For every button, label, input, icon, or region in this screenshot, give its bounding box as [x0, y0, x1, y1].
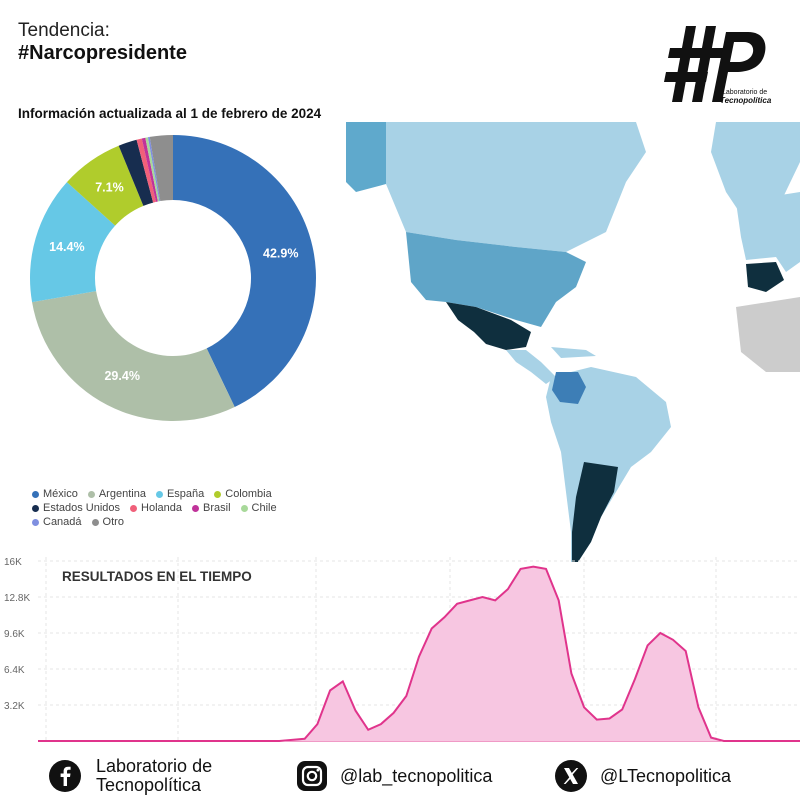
map-mexico: [446, 302, 531, 350]
donut-slice-argentina: [32, 291, 235, 421]
map-europe: [736, 192, 800, 272]
area-fill: [38, 566, 800, 741]
donut-legend: México Argentina España Colombia Estados Uni…: [32, 488, 332, 530]
world-map: [346, 122, 800, 562]
donut-chart: 42.9% 29.4% 14.4% 7.1%: [30, 135, 317, 421]
y-tick-label: 6.4K: [4, 665, 25, 676]
legend-swatch: [32, 490, 39, 498]
map-argentina: [572, 462, 618, 562]
instagram-link[interactable]: @lab_tecnopolitica: [296, 752, 492, 800]
donut-slice-canadá: [147, 136, 161, 202]
chart-title: RESULTADOS EN EL TIEMPO: [62, 569, 252, 584]
legend-item[interactable]: Chile: [240, 502, 277, 514]
donut-label: 42.9%: [263, 247, 298, 261]
legend-label: Otro: [102, 516, 124, 528]
legend-label: España: [166, 488, 205, 500]
legend-label: Colombia: [225, 488, 272, 500]
legend-swatch: [240, 504, 248, 512]
donut-slice-chile: [145, 137, 160, 202]
legend-label: México: [43, 488, 78, 500]
donut-slice-otro: [149, 135, 173, 202]
info-date: Información actualizada al 1 de febrero …: [18, 106, 322, 121]
instagram-handle: @lab_tecnopolitica: [340, 765, 493, 786]
facebook-icon: [49, 760, 81, 792]
legend-item[interactable]: Otro: [91, 516, 124, 528]
hashtag-title: #Narcopresidente: [18, 42, 187, 64]
donut-label: 14.4%: [49, 240, 84, 254]
map-africa: [736, 297, 800, 372]
legend-item[interactable]: Holanda: [130, 502, 182, 514]
map-caribbean: [551, 347, 596, 358]
legend-item[interactable]: Estados Unidos: [32, 502, 120, 514]
donut-slice-brasil: [141, 137, 158, 202]
y-tick-label: 16K: [4, 557, 22, 568]
x-handle: @LTecnopolitica: [600, 765, 732, 786]
legend-label: Estados Unidos: [43, 502, 121, 514]
map-usa: [406, 232, 586, 327]
legend-label: Brasil: [203, 502, 231, 514]
legend-swatch: [214, 490, 222, 498]
legend-item[interactable]: Brasil: [192, 502, 231, 514]
time-area-chart: 3.2K 6.4K 9.6K 12.8K 16K RESULTADOS EN EL TI…: [4, 557, 800, 742]
donut-slice-méxico: [173, 135, 317, 408]
legend-swatch: [130, 504, 138, 512]
legend-row: Canadá Otro: [32, 516, 332, 528]
facebook-label-line2: Tecnopolítica: [96, 775, 202, 795]
legend-row: Estados Unidos Holanda Brasil Chile: [32, 502, 332, 514]
legend-item[interactable]: Colombia: [214, 488, 272, 500]
area-line: [38, 565, 800, 742]
lab-logo: Laboratorio de Tecnopolítica: [664, 18, 774, 108]
map-spain: [746, 262, 784, 292]
map-canada: [386, 122, 646, 252]
donut-slice-estados-unidos: [118, 139, 154, 206]
y-tick-label: 3.2K: [4, 701, 25, 712]
legend-item[interactable]: Canadá: [32, 516, 82, 528]
legend-swatch: [192, 504, 200, 512]
y-tick-label: 9.6K: [4, 629, 25, 640]
logo-line2: Tecnopolítica: [720, 96, 772, 105]
donut-slice-españa: [30, 182, 116, 303]
legend-label: Canadá: [43, 516, 82, 528]
legend-swatch: [91, 518, 99, 526]
map-central-america: [506, 350, 556, 384]
x-link[interactable]: @LTecnopolitica: [554, 752, 731, 800]
logo-line1: Laboratorio de: [722, 89, 767, 96]
donut-label: 7.1%: [95, 181, 124, 195]
legend-label: Argentina: [98, 488, 146, 500]
donut-slice-colombia: [66, 145, 144, 226]
legend-label: Chile: [251, 502, 277, 514]
map-alaska: [346, 122, 386, 192]
y-tick-label: 12.8K: [4, 593, 30, 604]
facebook-link[interactable]: Laboratorio de Tecnopolítica: [48, 752, 212, 800]
legend-swatch: [155, 490, 163, 498]
trend-label: Tendencia:: [18, 20, 110, 41]
hashtag-lp-logo-icon: Laboratorio de Tecnopolítica: [664, 26, 772, 105]
legend-label: Holanda: [141, 502, 183, 514]
donut-label: 29.4%: [104, 369, 139, 383]
legend-swatch: [87, 490, 95, 498]
legend-swatch: [32, 504, 39, 512]
footer: Laboratorio de Tecnopolítica @lab_tecnop…: [0, 752, 800, 800]
legend-swatch: [32, 518, 39, 526]
legend-item[interactable]: España: [155, 488, 205, 500]
map-colombia: [552, 372, 586, 404]
donut-slice-holanda: [136, 138, 156, 203]
facebook-label-line1: Laboratorio de: [96, 756, 213, 776]
legend-row: México Argentina España Colombia: [32, 488, 332, 500]
x-icon: [555, 760, 587, 792]
legend-item[interactable]: México: [32, 488, 78, 500]
instagram-icon: [297, 761, 327, 791]
legend-item[interactable]: Argentina: [87, 488, 146, 500]
